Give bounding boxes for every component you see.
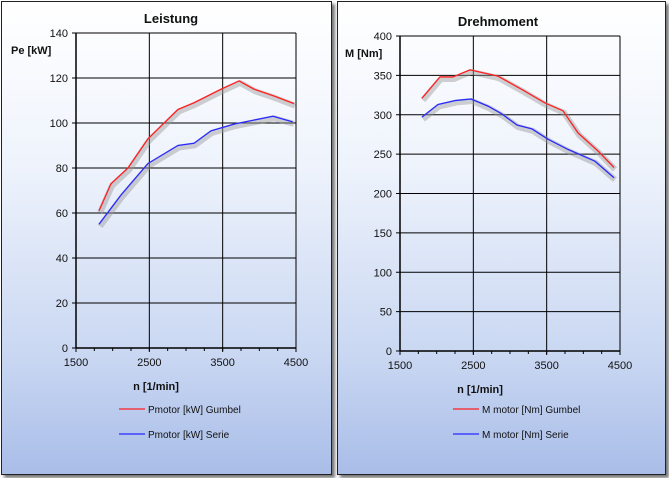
x-tick-label: 3500 xyxy=(210,357,234,369)
series-shadow xyxy=(97,115,295,229)
x-tick-label: 2500 xyxy=(461,360,485,372)
series-shadow xyxy=(420,68,618,172)
y-axis-label: Pe [kW] xyxy=(11,45,52,57)
x-tick-label: 2500 xyxy=(137,357,161,369)
series-line-serie xyxy=(98,115,293,225)
torque-chart-panel: Drehmoment M [Nm] n [1/min] 0 50 100 150 200 250… xyxy=(337,1,666,475)
y-tick-label: 120 xyxy=(50,73,68,85)
y-tick-label: 50 xyxy=(380,307,392,319)
series-line-serie xyxy=(421,98,615,179)
x-axis-label: n [1/min] xyxy=(457,384,503,396)
y-tick-label: 0 xyxy=(62,343,68,355)
x-tick-label: 4500 xyxy=(608,360,632,372)
series-line-gumbel xyxy=(421,69,615,168)
power-chart-panel: Leistung Pe [kW] n [1/min] 0 20 40 60 80 100 120 1… xyxy=(1,1,332,475)
legend-label: M motor [Nm] Gumbel xyxy=(482,405,580,416)
chart-svg: Leistung Pe [kW] n [1/min] 0 20 40 60 80 100 120 1… xyxy=(11,11,308,441)
y-tick-label: 140 xyxy=(50,28,68,40)
series-shadow xyxy=(97,79,297,214)
x-tick-label: 4500 xyxy=(284,357,308,369)
series-shadow xyxy=(421,98,617,183)
y-axis-label: M [Nm] xyxy=(345,48,383,60)
y-tick-label: 100 xyxy=(50,118,68,130)
y-tick-label: 350 xyxy=(374,70,392,82)
y-tick-label: 40 xyxy=(56,253,68,265)
legend-label: Pmotor [kW] Gumbel xyxy=(148,405,241,416)
chart-svg: Drehmoment M [Nm] n [1/min] 0 50 100 150 200 250… xyxy=(345,14,632,441)
chart-title: Drehmoment xyxy=(458,14,539,29)
y-tick-label: 100 xyxy=(374,267,392,279)
series-line-gumbel xyxy=(98,80,295,212)
y-tick-label: 300 xyxy=(374,110,392,122)
y-tick-label: 250 xyxy=(374,149,392,161)
legend-label: Pmotor [kW] Serie xyxy=(148,430,230,441)
x-tick-label: 3500 xyxy=(534,360,558,372)
x-axis-label: n [1/min] xyxy=(133,381,179,393)
y-tick-label: 80 xyxy=(56,163,68,175)
y-tick-label: 20 xyxy=(56,298,68,310)
x-tick-label: 1500 xyxy=(64,357,88,369)
chart-title: Leistung xyxy=(144,11,198,26)
y-tick-label: 400 xyxy=(374,31,392,43)
y-tick-label: 200 xyxy=(374,189,392,201)
legend-label: M motor [Nm] Serie xyxy=(482,430,569,441)
y-tick-label: 0 xyxy=(386,346,392,358)
x-tick-label: 1500 xyxy=(388,360,412,372)
y-tick-label: 150 xyxy=(374,228,392,240)
y-tick-label: 60 xyxy=(56,208,68,220)
